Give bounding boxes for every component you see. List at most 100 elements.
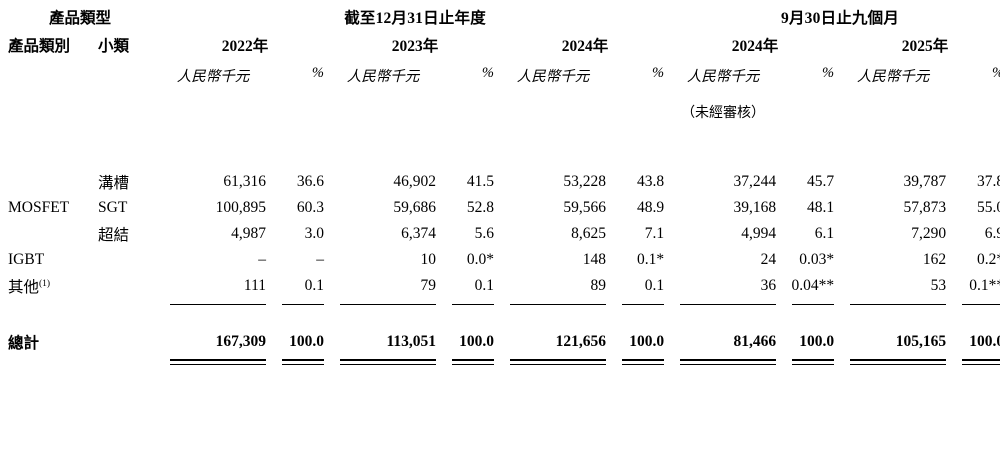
table-row: 溝槽 61,316 36.6 46,902 41.5 53,228 43.8 3…: [0, 168, 1000, 196]
cell-percent-2022: 36.6: [296, 173, 325, 190]
table-row: MOSFET SGT 100,895 60.3 59,686 52.8 59,5…: [0, 196, 1000, 220]
table-body: 溝槽 61,316 36.6 46,902 41.5 53,228 43.8 3…: [0, 124, 1000, 365]
cell-percent-2024-annual: 0.1: [644, 277, 665, 294]
cell-percent-2024-annual: 48.9: [636, 199, 665, 216]
total-percent-2022: 100.0: [289, 333, 325, 350]
header-unit-amount-2024-interim-text: 人民幣千元: [686, 69, 760, 85]
header-unit-amount-2022: 人民幣千元: [176, 69, 250, 85]
cell-amount-2024-annual: 148: [582, 251, 607, 268]
cell-amount-2024-interim: 37,244: [733, 173, 777, 190]
row-subcategory: 超結: [98, 227, 130, 244]
header-group-interim: 9月30日止九個月: [781, 10, 900, 27]
cell-amount-2024-annual: 53,228: [563, 173, 607, 190]
row-subcategory: 溝槽: [98, 175, 130, 192]
total-subcategory-spacer: [92, 327, 160, 356]
header-unit-percent-2025-interim: %: [952, 59, 1000, 124]
cell-amount-2025-interim: 7,290: [911, 225, 947, 242]
subtotal-rule: [0, 300, 1000, 305]
cell-percent-2024-annual: 7.1: [644, 225, 665, 242]
total-amount-2024-interim: 81,466: [733, 333, 777, 350]
cell-percent-2024-interim: 6.1: [814, 225, 835, 242]
total-amount-2024-annual: 121,656: [555, 333, 607, 350]
cell-percent-2023: 5.6: [474, 225, 495, 242]
cell-amount-2023: 79: [420, 277, 437, 294]
cell-amount-2024-interim: 39,168: [733, 199, 777, 216]
row-category-igbt: IGBT: [8, 251, 45, 268]
total-percent-2024-annual: 100.0: [629, 333, 665, 350]
cell-percent-2024-interim: 0.03*: [799, 251, 835, 268]
product-revenue-breakdown-table: 產品類型 截至12月31日止年度 9月30日止九個月 產品類別 小類 2022年…: [0, 0, 1000, 365]
cell-percent-2022: –: [316, 251, 325, 268]
cell-percent-2023: 52.8: [466, 199, 495, 216]
table-total-row: 總計 167,309 100.0 113,051 100.0 121,656 1…: [0, 327, 1000, 356]
cell-amount-2024-annual: 8,625: [571, 225, 607, 242]
header-unit-spacer-subcategory: [92, 59, 160, 124]
header-unit-amount-2023: 人民幣千元: [346, 69, 420, 85]
cell-percent-2025-interim: 0.1**: [969, 277, 1000, 294]
row-subcategory: [92, 272, 160, 300]
header-unit-percent-2024-interim: %: [821, 65, 835, 81]
header-year-2024-interim: 2024年: [731, 38, 779, 55]
row-subcategory: [92, 248, 160, 272]
header-year-2024-annual: 2024年: [561, 38, 609, 55]
row-category: [0, 168, 92, 196]
cell-amount-2025-interim: 39,787: [903, 173, 947, 190]
row-category-other-label: 其他: [8, 279, 40, 296]
header-year-row: 產品類別 小類 2022年 2023年 2024年 2024年 2025年: [0, 30, 1000, 59]
cell-amount-2022: 61,316: [223, 173, 267, 190]
header-unit-amount-2025-interim: 人民幣千元: [856, 69, 930, 85]
cell-amount-2024-interim: 36: [760, 277, 777, 294]
total-percent-2025-interim: 100.0: [969, 333, 1000, 350]
header-year-2022: 2022年: [221, 38, 269, 55]
cell-amount-2022: –: [258, 251, 267, 268]
cell-amount-2024-interim: 4,994: [741, 225, 777, 242]
cell-percent-2023: 0.0*: [466, 251, 495, 268]
cell-percent-2025-interim: 6.9: [984, 225, 1000, 242]
cell-percent-2023: 0.1: [474, 277, 495, 294]
cell-amount-2025-interim: 53: [930, 277, 947, 294]
cell-amount-2024-annual: 59,566: [563, 199, 607, 216]
cell-amount-2025-interim: 162: [922, 251, 947, 268]
cell-amount-2023: 6,374: [401, 225, 437, 242]
cell-amount-2024-interim: 24: [760, 251, 777, 268]
cell-amount-2022: 100,895: [215, 199, 267, 216]
cell-amount-2023: 10: [420, 251, 437, 268]
cell-percent-2022: 3.0: [304, 225, 325, 242]
cell-percent-2022: 60.3: [296, 199, 325, 216]
total-label: 總計: [8, 335, 40, 352]
cell-percent-2025-interim: 55.0: [976, 199, 1000, 216]
header-year-2023: 2023年: [391, 38, 439, 55]
header-group-annual: 截至12月31日止年度: [344, 10, 486, 27]
header-unit-spacer-category: [0, 59, 92, 124]
row-category-other: 其他(1): [0, 272, 92, 300]
cell-percent-2024-interim: 0.04**: [791, 277, 835, 294]
header-unit-percent-2023: %: [481, 65, 495, 81]
row-category-mosfet: MOSFET: [8, 199, 70, 216]
table-row: 超結 4,987 3.0 6,374 5.6 8,625 7.1 4,994 6…: [0, 220, 1000, 248]
footnote-marker: (1): [39, 278, 51, 289]
cell-percent-2025-interim: 37.8: [976, 173, 1000, 190]
total-amount-2025-interim: 105,165: [895, 333, 947, 350]
cell-percent-2024-annual: 43.8: [636, 173, 665, 190]
header-unit-percent-2024-annual: %: [651, 65, 665, 81]
header-unit-row: 人民幣千元 % 人民幣千元 % 人民幣千元 % 人民幣千元 （未經審核） % 人…: [0, 59, 1000, 124]
row-subcategory: SGT: [98, 199, 128, 216]
cell-amount-2022: 4,987: [231, 225, 267, 242]
cell-percent-2025-interim: 0.2*: [976, 251, 1000, 268]
cell-percent-2024-annual: 0.1*: [636, 251, 665, 268]
header-category-label: 產品類別: [8, 38, 71, 55]
header-product-type: 產品類型: [49, 10, 112, 27]
total-gap: [0, 305, 1000, 327]
total-percent-2023: 100.0: [459, 333, 495, 350]
header-group-row: 產品類型 截至12月31日止年度 9月30日止九個月: [0, 0, 1000, 30]
total-percent-2024-interim: 100.0: [799, 333, 835, 350]
table-header: 產品類型 截至12月31日止年度 9月30日止九個月 產品類別 小類 2022年…: [0, 0, 1000, 124]
cell-amount-2024-annual: 89: [590, 277, 607, 294]
cell-amount-2025-interim: 57,873: [903, 199, 947, 216]
header-unit-amount-2024-interim: 人民幣千元 （未經審核）: [670, 59, 782, 124]
cell-amount-2023: 59,686: [393, 199, 437, 216]
cell-amount-2022: 111: [243, 277, 267, 294]
header-year-2025-interim: 2025年: [901, 38, 949, 55]
total-amount-2023: 113,051: [386, 333, 437, 350]
